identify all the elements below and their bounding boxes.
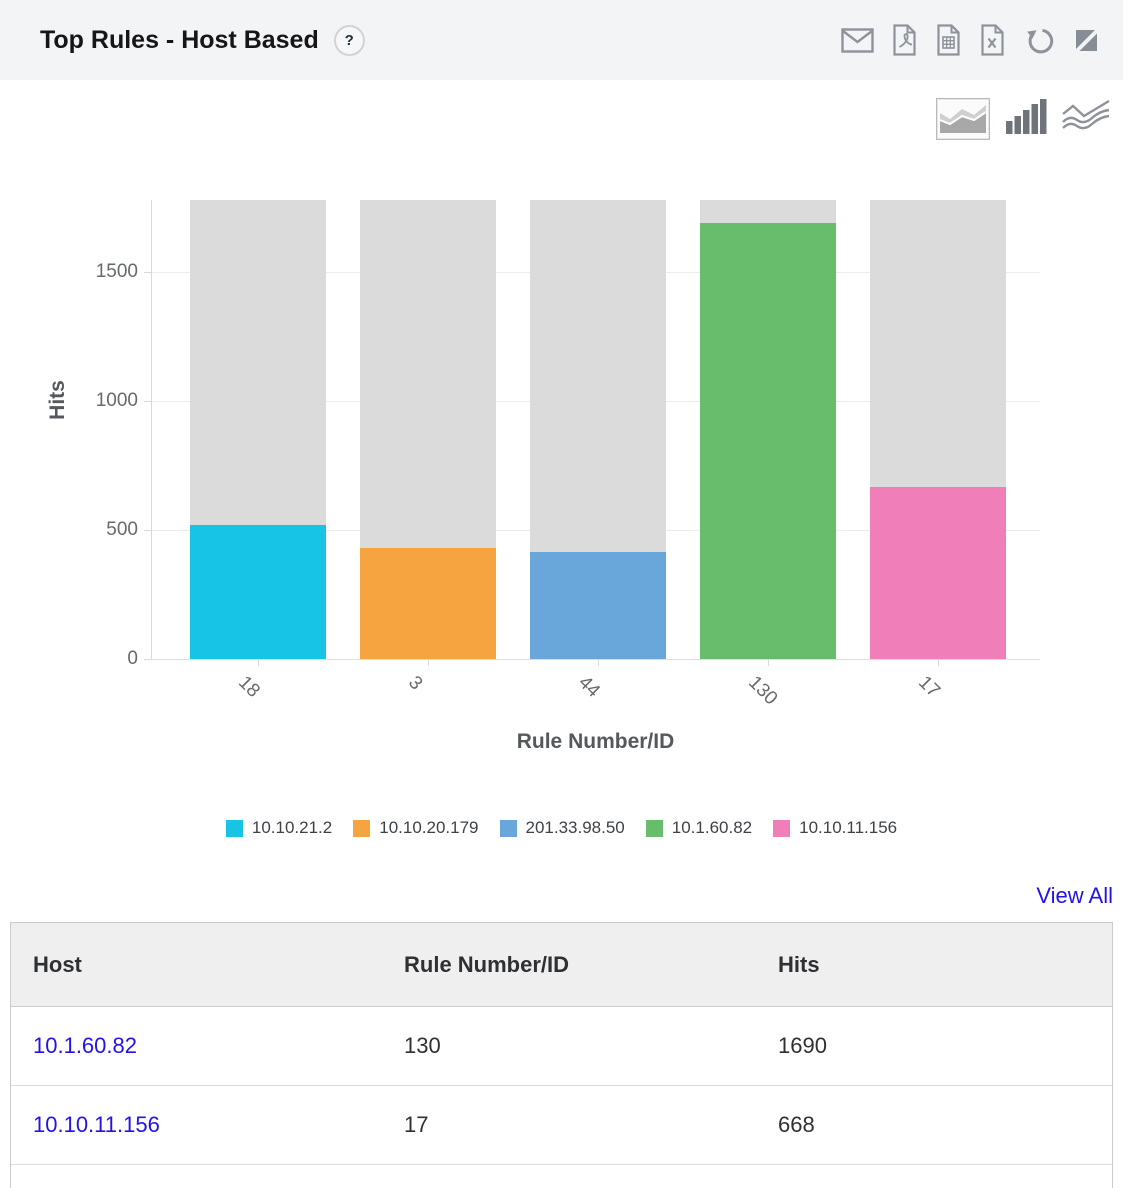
host-link[interactable]: 10.10.11.156 — [33, 1112, 160, 1137]
legend-swatch — [499, 819, 517, 837]
chart-legend: 10.10.21.2 10.10.20.179 201.33.98.50 10.1.6… — [0, 818, 1123, 838]
xls-export-button[interactable] — [979, 24, 1006, 56]
y-axis-tick — [144, 271, 151, 273]
rules-table: Host Rule Number/ID Hits 10.1.60.82 130 1690… — [10, 922, 1113, 1188]
refresh-icon — [1023, 23, 1057, 57]
legend-swatch — [225, 819, 243, 837]
x-axis-tick — [598, 659, 599, 666]
y-axis-tick — [144, 659, 151, 660]
x-tick-label: 18 — [234, 672, 264, 702]
y-tick-label: 0 — [127, 648, 138, 669]
y-axis-line — [151, 200, 152, 659]
line-chart-button[interactable] — [1062, 98, 1110, 139]
table-row: 10.1.60.82 130 1690 — [11, 1007, 1112, 1086]
line-chart-icon — [1062, 98, 1110, 139]
column-header-hits: Hits — [778, 951, 820, 977]
legend-swatch — [645, 819, 663, 837]
area-chart-icon — [939, 99, 987, 138]
bar-10.10.11.156[interactable] — [870, 486, 1006, 659]
table-header-row: Host Rule Number/ID Hits — [11, 923, 1112, 1007]
host-link[interactable]: 10.1.60.82 — [33, 1033, 137, 1058]
table-row: 10.10.11.156 17 668 — [11, 1086, 1112, 1165]
csv-file-icon — [935, 24, 962, 56]
bar-chart-button[interactable] — [1005, 97, 1047, 140]
legend-label: 10.10.21.2 — [251, 818, 333, 837]
widget-header: Top Rules - Host Based ? — [0, 0, 1123, 80]
bar-10.10.20.179[interactable] — [360, 548, 496, 659]
table-row-partial — [11, 1165, 1112, 1188]
legend-item-10.10.20.179[interactable]: 10.10.20.179 — [353, 818, 479, 838]
bar-10.10.21.2[interactable] — [190, 524, 326, 659]
help-button[interactable]: ? — [333, 24, 365, 56]
expand-icon — [1074, 28, 1099, 53]
x-tick-label: 17 — [914, 672, 944, 702]
x-axis-tick — [258, 659, 259, 666]
pdf-export-button[interactable] — [891, 24, 918, 56]
column-header-rule-number-id: Rule Number/ID — [404, 951, 570, 977]
legend-item-10.10.21.2[interactable]: 10.10.21.2 — [225, 818, 333, 838]
refresh-button[interactable] — [1023, 23, 1057, 57]
legend-label: 10.10.11.156 — [799, 818, 898, 837]
email-icon — [841, 27, 874, 53]
bar-chart-icon — [1005, 97, 1047, 140]
legend-label: 10.10.20.179 — [379, 818, 479, 837]
xls-file-icon — [979, 24, 1006, 56]
export-toolbar — [841, 0, 1099, 80]
chart-type-switcher — [936, 97, 1110, 140]
x-axis-tick — [768, 659, 769, 666]
rule-number-cell: 130 — [404, 1033, 441, 1058]
view-all-link[interactable]: View All — [1036, 883, 1113, 908]
expand-button[interactable] — [1074, 28, 1099, 53]
area-chart-button[interactable] — [936, 97, 990, 140]
csv-export-button[interactable] — [935, 24, 962, 56]
y-axis-tick — [144, 529, 151, 531]
legend-label: 201.33.98.50 — [525, 818, 625, 837]
x-tick-label: 130 — [744, 672, 782, 710]
legend-label: 10.1.60.82 — [671, 818, 753, 837]
x-tick-label: 44 — [574, 672, 604, 702]
x-axis-title: Rule Number/ID — [516, 730, 675, 753]
gridline — [151, 659, 1040, 660]
bar-10.1.60.82[interactable] — [700, 222, 836, 659]
bar-201.33.98.50[interactable] — [530, 551, 666, 659]
x-axis-tick — [428, 659, 429, 666]
legend-item-201.33.98.50[interactable]: 201.33.98.50 — [499, 818, 625, 838]
y-tick-label: 1500 — [95, 260, 138, 282]
x-tick-label: 3 — [404, 672, 427, 695]
y-tick-label: 1000 — [95, 389, 138, 411]
legend-swatch — [773, 819, 791, 837]
help-icon: ? — [344, 31, 354, 49]
y-tick-label: 500 — [106, 518, 138, 540]
rule-number-cell: 17 — [404, 1112, 429, 1137]
pdf-file-icon — [891, 24, 918, 56]
email-export-button[interactable] — [841, 27, 874, 53]
y-axis-tick — [144, 400, 151, 402]
legend-item-10.10.11.156[interactable]: 10.10.11.156 — [773, 818, 897, 838]
hits-cell: 668 — [778, 1112, 815, 1137]
legend-item-10.1.60.82[interactable]: 10.1.60.82 — [645, 818, 753, 838]
column-header-host: Host — [33, 951, 82, 977]
hits-cell: 1690 — [778, 1033, 827, 1058]
page-title: Top Rules - Host Based — [40, 25, 319, 54]
legend-swatch — [353, 819, 371, 837]
x-axis-tick — [938, 659, 939, 666]
